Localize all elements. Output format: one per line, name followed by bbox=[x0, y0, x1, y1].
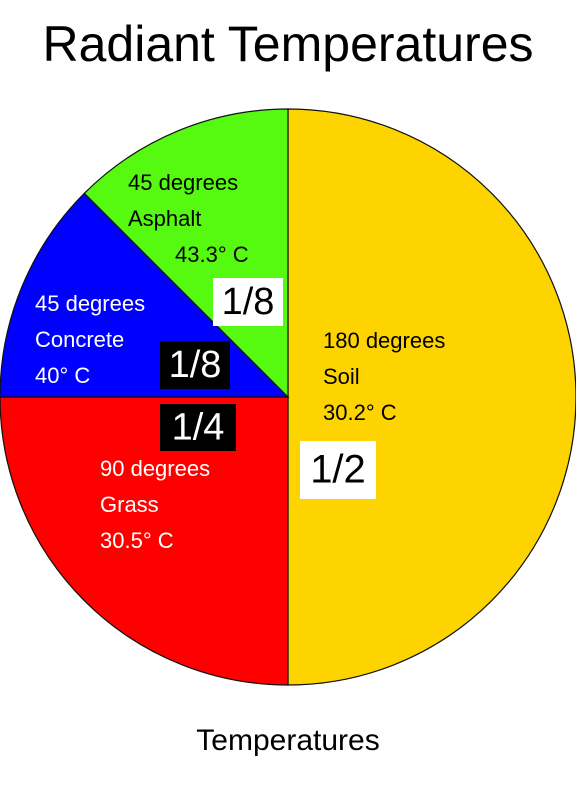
slice-label-asphalt-degrees: 45 degrees bbox=[128, 170, 238, 195]
slice-label-asphalt-category: Asphalt bbox=[128, 206, 201, 231]
slice-label-soil-category: Soil bbox=[323, 364, 360, 389]
fraction-box-concrete bbox=[160, 341, 230, 389]
slice-label-soil-degrees: 180 degrees bbox=[323, 328, 445, 353]
pie-slice-grass bbox=[0, 396, 289, 686]
slice-label-concrete-temperature: 40° C bbox=[35, 363, 90, 388]
chart-caption: Temperatures bbox=[196, 724, 380, 757]
pie-slice-soil bbox=[287, 108, 576, 686]
slice-label-concrete-degrees: 45 degrees bbox=[35, 291, 145, 316]
slice-label-grass-temperature: 30.5° C bbox=[100, 528, 174, 553]
slice-label-concrete-category: Concrete bbox=[35, 327, 124, 352]
fraction-label-grass: 1/4 bbox=[172, 407, 225, 449]
slice-label-grass-category: Grass bbox=[100, 492, 159, 517]
fraction-label-asphalt: 1/8 bbox=[222, 281, 275, 323]
slice-label-soil-temperature: 30.2° C bbox=[323, 400, 397, 425]
slice-label-grass-degrees: 90 degrees bbox=[100, 456, 210, 481]
chart-title: Radiant Temperatures bbox=[42, 16, 534, 72]
slice-label-asphalt-temperature: 43.3° C bbox=[175, 242, 249, 267]
fraction-box-asphalt bbox=[213, 278, 283, 326]
fraction-label-concrete: 1/8 bbox=[169, 344, 222, 386]
fraction-box-soil bbox=[300, 441, 376, 499]
fraction-label-soil: 1/2 bbox=[310, 448, 366, 492]
fraction-box-grass bbox=[160, 404, 236, 451]
